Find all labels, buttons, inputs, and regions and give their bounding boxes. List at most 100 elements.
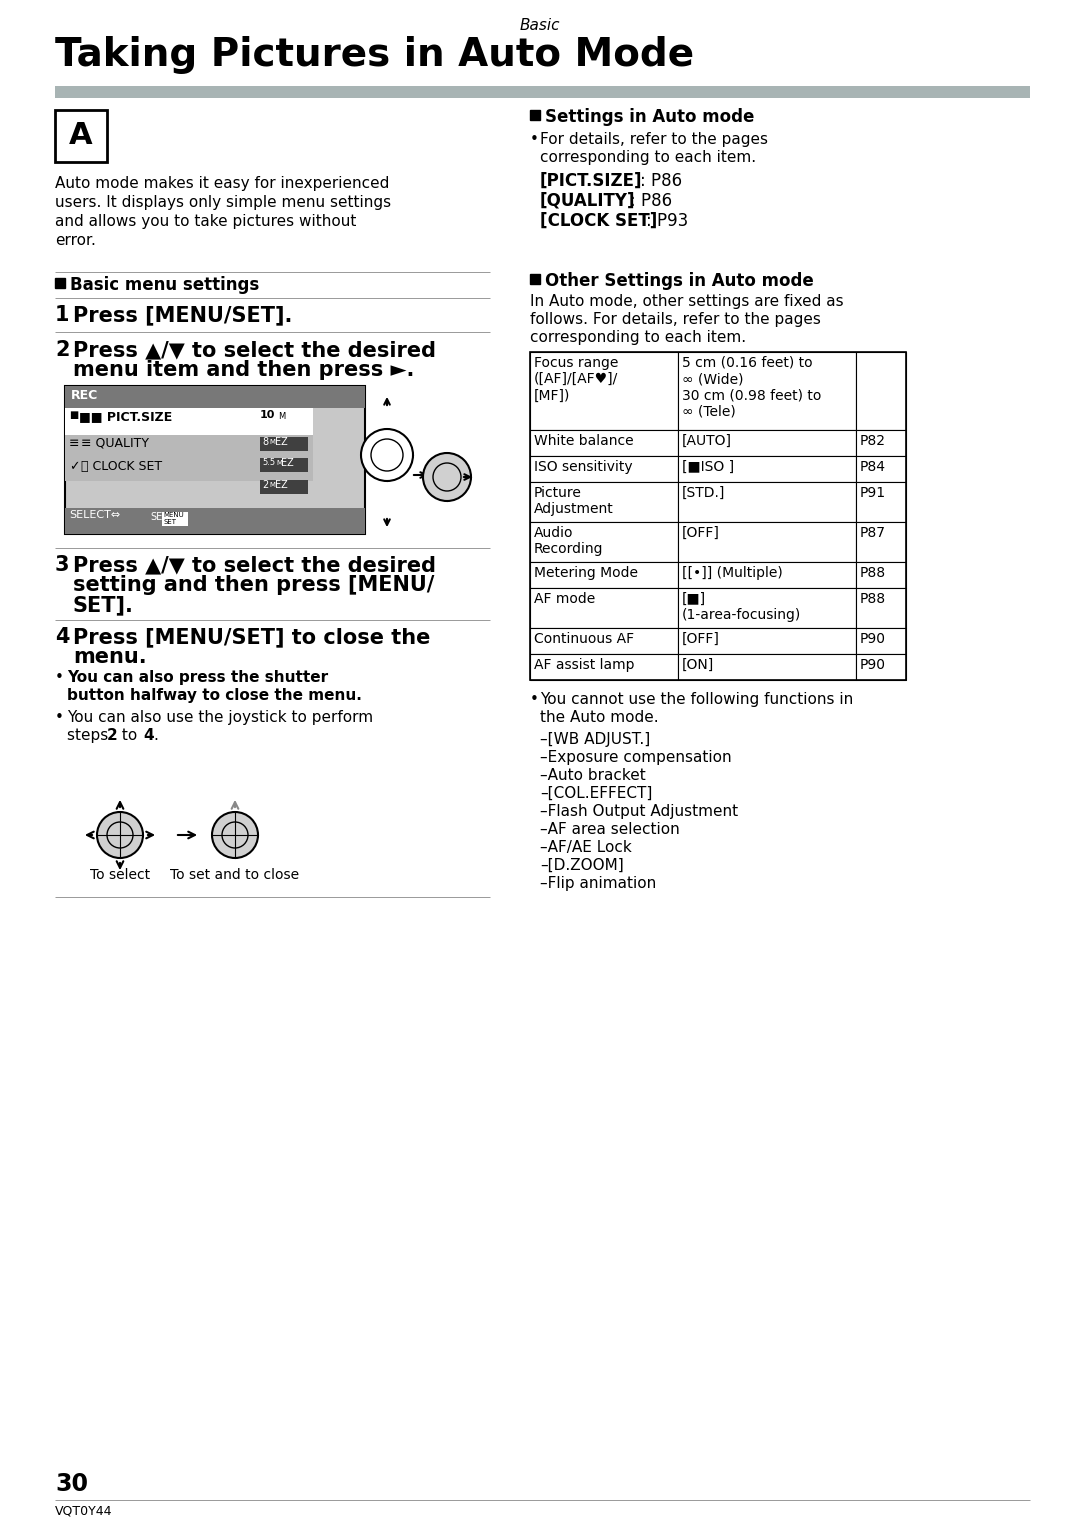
Bar [530, 430, 678, 456]
Text: 5 cm (0.16 feet) to
∞ (Wide)
30 cm (0.98 feet) to
∞ (Tele): 5 cm (0.16 feet) to ∞ (Wide) 30 cm (0.98… [681, 356, 822, 419]
Circle shape [212, 811, 258, 858]
Circle shape [433, 463, 461, 491]
Text: M: M [269, 439, 275, 445]
Text: and allows you to take pictures without: and allows you to take pictures without [55, 215, 356, 229]
Text: SET].: SET]. [73, 595, 134, 615]
Text: 3: 3 [55, 555, 69, 575]
Bar [65, 387, 365, 408]
Text: You cannot use the following functions in: You cannot use the following functions i… [540, 692, 853, 707]
Text: [OFF]: [OFF] [681, 526, 720, 540]
Bar [856, 653, 906, 680]
Bar [260, 459, 308, 472]
Bar [856, 561, 906, 588]
Bar [530, 110, 540, 120]
Text: 2: 2 [262, 480, 268, 489]
Text: P82: P82 [860, 434, 886, 448]
Bar [678, 482, 856, 522]
Text: error.: error. [55, 233, 96, 249]
Text: Press [MENU/SET] to close the: Press [MENU/SET] to close the [73, 627, 430, 647]
Text: –[COL.EFFECT]: –[COL.EFFECT] [540, 785, 652, 801]
Text: [ON]: [ON] [681, 658, 714, 672]
Text: Continuous AF: Continuous AF [534, 632, 634, 646]
Text: P87: P87 [860, 526, 886, 540]
Text: 10: 10 [260, 410, 275, 420]
Text: M: M [269, 482, 275, 488]
Circle shape [222, 822, 248, 848]
Text: In Auto mode, other settings are fixed as: In Auto mode, other settings are fixed a… [530, 295, 843, 308]
Text: Picture
Adjustment: Picture Adjustment [534, 486, 613, 517]
Bar [65, 508, 365, 534]
Text: VQT0Y44: VQT0Y44 [55, 1503, 112, 1517]
Bar [678, 430, 856, 456]
Text: [PICT.SIZE]: [PICT.SIZE] [540, 172, 643, 190]
Text: Press ▲/▼ to select the desired: Press ▲/▼ to select the desired [73, 555, 436, 575]
Bar [65, 459, 313, 482]
Bar [530, 588, 678, 627]
Bar [65, 408, 313, 436]
Bar [65, 387, 365, 534]
Bar [530, 522, 678, 561]
Bar [55, 110, 107, 163]
Text: ≡ QUALITY: ≡ QUALITY [81, 437, 149, 449]
Text: M: M [276, 460, 282, 466]
Text: 30: 30 [55, 1473, 87, 1496]
Text: 1: 1 [55, 305, 69, 325]
Bar [678, 627, 856, 653]
Bar [530, 456, 678, 482]
Text: Auto mode makes it easy for inexperienced: Auto mode makes it easy for inexperience… [55, 176, 390, 192]
Text: AF mode: AF mode [534, 592, 595, 606]
Bar [678, 456, 856, 482]
Bar [162, 512, 188, 526]
Text: P84: P84 [860, 460, 886, 474]
Bar [530, 351, 678, 430]
Text: •: • [530, 132, 539, 147]
Text: [■]
(1-area-focusing): [■] (1-area-focusing) [681, 592, 801, 623]
Text: AF assist lamp: AF assist lamp [534, 658, 635, 672]
Text: –[D.ZOOM]: –[D.ZOOM] [540, 858, 624, 873]
Text: •: • [55, 670, 64, 686]
Text: 8: 8 [262, 437, 268, 446]
Text: Basic menu settings: Basic menu settings [70, 276, 259, 295]
Text: •: • [530, 692, 539, 707]
Bar [260, 437, 308, 451]
Text: SET: SET [163, 518, 176, 525]
Circle shape [361, 430, 413, 482]
Text: REC: REC [71, 390, 98, 402]
Bar [530, 275, 540, 284]
Text: –AF/AE Lock: –AF/AE Lock [540, 841, 632, 854]
Bar [678, 522, 856, 561]
Text: –Exposure compensation: –Exposure compensation [540, 750, 731, 765]
Text: 2: 2 [107, 729, 118, 742]
Text: .: . [153, 729, 158, 742]
Bar [856, 430, 906, 456]
Circle shape [107, 822, 133, 848]
Text: SELECT⇔: SELECT⇔ [69, 509, 120, 520]
Text: ≡: ≡ [69, 437, 80, 449]
Bar [678, 561, 856, 588]
Text: [STD.]: [STD.] [681, 486, 726, 500]
Text: : P86: : P86 [640, 172, 683, 190]
Circle shape [372, 439, 403, 471]
Text: –[WB ADJUST.]: –[WB ADJUST.] [540, 732, 650, 747]
Text: ISO sensitivity: ISO sensitivity [534, 460, 633, 474]
Text: [QUALITY]: [QUALITY] [540, 192, 635, 210]
Text: P91: P91 [860, 486, 886, 500]
Text: button halfway to close the menu.: button halfway to close the menu. [67, 689, 362, 703]
Text: MENU: MENU [163, 512, 184, 518]
Text: For details, refer to the pages: For details, refer to the pages [540, 132, 768, 147]
Text: A: A [69, 121, 93, 150]
Text: ✓: ✓ [69, 460, 80, 472]
Text: •: • [55, 710, 64, 726]
Text: –Auto bracket: –Auto bracket [540, 769, 646, 782]
Text: 5.5: 5.5 [262, 459, 275, 466]
Text: to: to [117, 729, 143, 742]
Bar [856, 351, 906, 430]
Text: EZ: EZ [275, 480, 287, 489]
Text: menu.: menu. [73, 647, 147, 667]
Text: –AF area selection: –AF area selection [540, 822, 679, 838]
Text: ⌚ CLOCK SET: ⌚ CLOCK SET [81, 460, 162, 472]
Bar [678, 351, 856, 430]
Text: 4: 4 [55, 627, 69, 647]
Text: SET: SET [150, 512, 168, 522]
Text: Other Settings in Auto mode: Other Settings in Auto mode [545, 272, 813, 290]
